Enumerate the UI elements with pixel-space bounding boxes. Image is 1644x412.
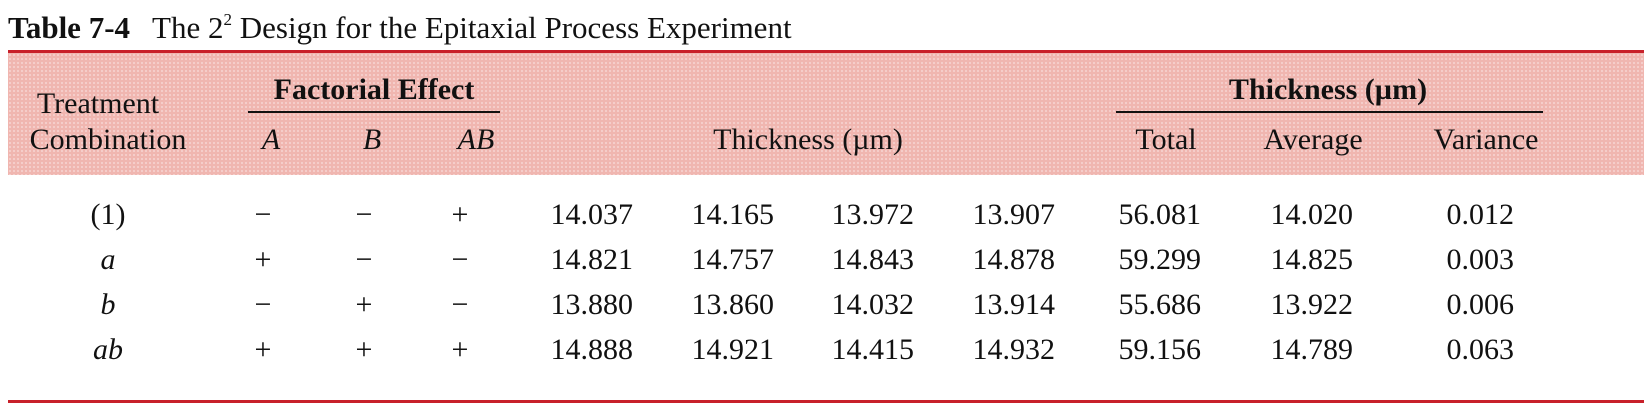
- cell-b-sign: +: [355, 333, 373, 366]
- cell-obs-4: 13.907: [972, 198, 1056, 231]
- cell-a-sign: −: [254, 198, 272, 231]
- cell-b-sign: −: [355, 198, 373, 231]
- cell-ab-sign: +: [451, 198, 469, 231]
- cell-average: 14.789: [1270, 333, 1354, 366]
- cell-obs-1: 14.821: [550, 243, 634, 276]
- cell-obs-2: 14.165: [691, 198, 775, 231]
- cell-obs-4: 14.878: [972, 243, 1056, 276]
- cell-obs-3: 14.843: [831, 243, 915, 276]
- factorial-effect-underline: [248, 111, 500, 113]
- cell-b-sign: +: [355, 288, 373, 321]
- cell-ab-sign: −: [451, 243, 469, 276]
- cell-total: 55.686: [1118, 288, 1202, 321]
- cell-total: 59.156: [1118, 333, 1202, 366]
- cell-obs-3: 14.032: [831, 288, 915, 321]
- header-treatment-line2: Combination: [29, 123, 187, 156]
- title-text-rest: Design for the Epitaxial Process Experim…: [231, 10, 792, 45]
- cell-variance: 0.006: [1446, 288, 1515, 321]
- header-total: Total: [1135, 123, 1197, 156]
- cell-obs-4: 13.914: [972, 288, 1056, 321]
- cell-variance: 0.063: [1446, 333, 1515, 366]
- cell-a-sign: +: [254, 333, 272, 366]
- cell-obs-1: 14.888: [550, 333, 634, 366]
- cell-obs-2: 13.860: [691, 288, 775, 321]
- cell-combination: ab: [93, 333, 123, 366]
- cell-a-sign: −: [254, 288, 272, 321]
- header-col-ab: AB: [457, 123, 495, 156]
- cell-obs-4: 14.932: [972, 333, 1056, 366]
- table-header: Treatment Combination Factorial Effect A…: [8, 53, 1644, 175]
- header-thickness: Thickness (µm): [713, 123, 903, 156]
- cell-average: 14.825: [1270, 243, 1354, 276]
- cell-obs-2: 14.921: [691, 333, 775, 366]
- top-rule: [8, 50, 1644, 53]
- header-factorial-effect: Factorial Effect: [273, 73, 475, 106]
- cell-total: 56.081: [1118, 198, 1202, 231]
- cell-average: 13.922: [1270, 288, 1354, 321]
- cell-total: 59.299: [1118, 243, 1202, 276]
- title-text: The 2: [152, 10, 224, 45]
- cell-combination: a: [100, 243, 116, 276]
- bottom-rule: [8, 400, 1644, 403]
- cell-obs-2: 14.757: [691, 243, 775, 276]
- header-treatment-line1: Treatment: [36, 87, 160, 120]
- cell-variance: 0.003: [1446, 243, 1515, 276]
- title-superscript: 2: [223, 10, 232, 29]
- cell-obs-1: 13.880: [550, 288, 634, 321]
- header-col-b: B: [362, 123, 382, 156]
- cell-a-sign: +: [254, 243, 272, 276]
- cell-ab-sign: +: [451, 333, 469, 366]
- cell-ab-sign: −: [451, 288, 469, 321]
- cell-variance: 0.012: [1446, 198, 1515, 231]
- cell-combination: b: [100, 288, 116, 321]
- cell-obs-3: 13.972: [831, 198, 915, 231]
- cell-obs-3: 14.415: [831, 333, 915, 366]
- header-thickness-group: Thickness (µm): [1228, 73, 1428, 106]
- table-title: The 22 Design for the Epitaxial Process …: [152, 10, 792, 45]
- cell-b-sign: −: [355, 243, 373, 276]
- table-number: Table 7-4: [8, 10, 131, 45]
- cell-combination: (1): [90, 198, 126, 231]
- cell-obs-1: 14.037: [550, 198, 634, 231]
- header-average: Average: [1263, 123, 1363, 156]
- cell-average: 14.020: [1270, 198, 1354, 231]
- header-col-a: A: [261, 123, 281, 156]
- header-variance: Variance: [1433, 123, 1539, 156]
- table-caption: Table 7-4 The 22 Design for the Epitaxial…: [8, 6, 792, 50]
- thickness-group-underline: [1116, 111, 1543, 113]
